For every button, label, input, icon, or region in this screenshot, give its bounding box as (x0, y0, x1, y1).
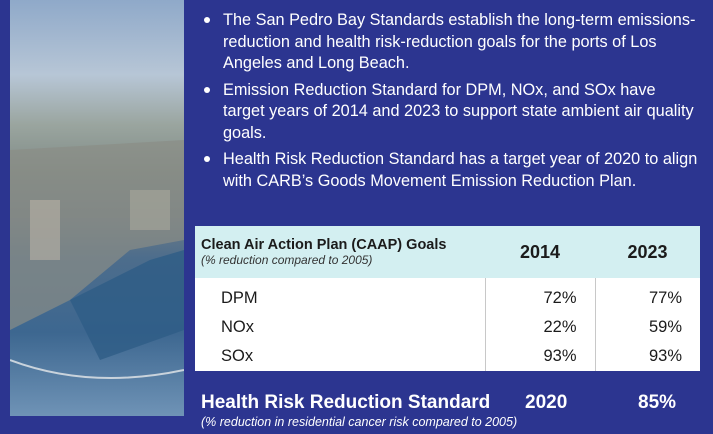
bullet: Emission Reduction Standard for DPM, NOx… (200, 80, 700, 145)
header-year: 2023 (595, 226, 700, 278)
goal-value: 22% (485, 313, 595, 342)
header-title: Clean Air Action Plan (CAAP) Goals (195, 237, 485, 253)
table-header: Clean Air Action Plan (CAAP) Goals (% re… (195, 226, 700, 278)
goal-value: 77% (595, 284, 700, 313)
table-row: NOx 22% 59% (195, 313, 700, 342)
header-year: 2014 (485, 226, 595, 278)
pollutant: NOx (195, 313, 485, 342)
goal-value: 93% (595, 342, 700, 371)
health-year: 2020 (525, 392, 567, 414)
bullet-list: The San Pedro Bay Standards establish th… (200, 10, 700, 197)
goal-value: 72% (485, 284, 595, 313)
pollutant: DPM (195, 284, 485, 313)
goal-value: 93% (485, 342, 595, 371)
table-row: SOx 93% 93% (195, 342, 700, 371)
health-title: Health Risk Reduction Standard (201, 392, 490, 414)
port-aerial-photo (10, 0, 184, 416)
goal-value: 59% (595, 313, 700, 342)
goals-table: Clean Air Action Plan (CAAP) Goals (% re… (195, 226, 700, 371)
health-subtitle: (% reduction in residential cancer risk … (201, 415, 517, 429)
photo-art (10, 0, 184, 416)
bullet: The San Pedro Bay Standards establish th… (200, 10, 700, 75)
table-row: DPM 72% 77% (195, 284, 700, 313)
slide: The San Pedro Bay Standards establish th… (0, 0, 713, 434)
bullet: Health Risk Reduction Standard has a tar… (200, 149, 700, 192)
health-value: 85% (638, 392, 676, 414)
health-risk-row: Health Risk Reduction Standard 2020 85% … (195, 384, 700, 434)
pollutant: SOx (195, 342, 485, 371)
header-subtitle: (% reduction compared to 2005) (195, 253, 485, 267)
